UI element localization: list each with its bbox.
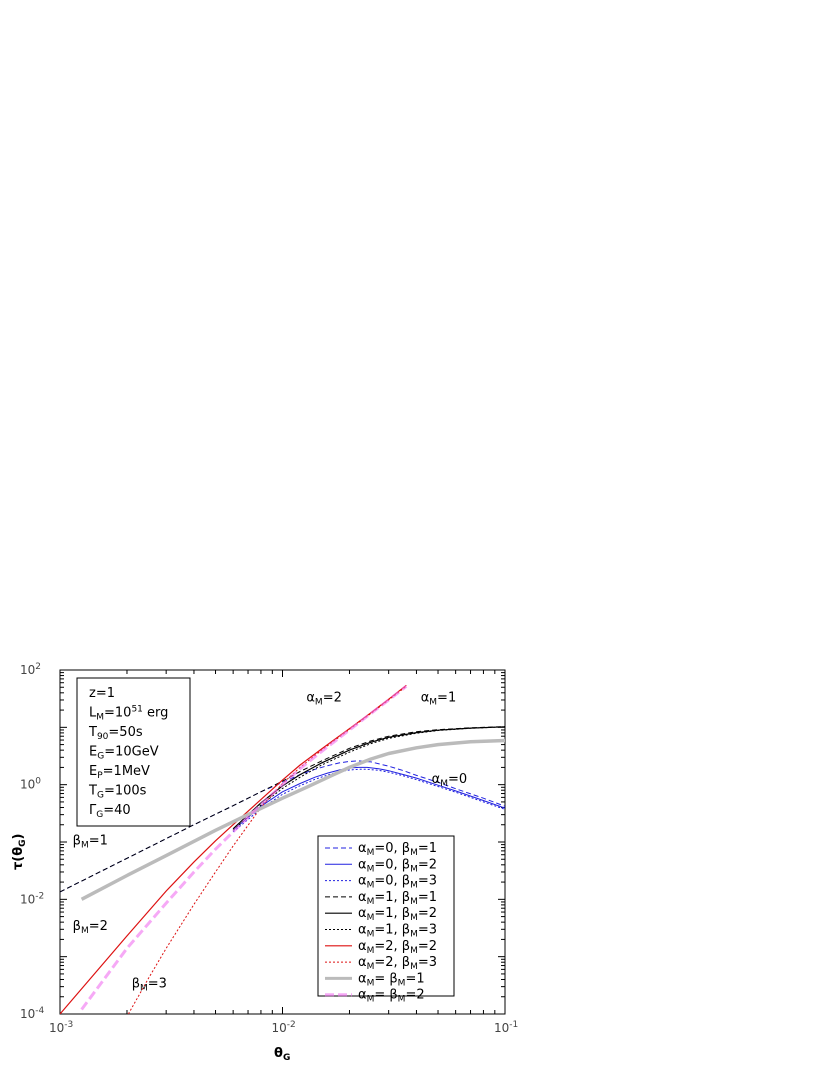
legend-label: αM​= βM​=1: [358, 971, 425, 988]
series-line-2: [232, 766, 505, 831]
series-line-1: [60, 760, 505, 893]
x-tick-label: 10-3​: [49, 1020, 73, 1035]
x-axis-title: θG​: [274, 1046, 290, 1063]
legend-label: αM​=1, βM​=2: [358, 906, 437, 923]
x-tick-label: 10-1​: [494, 1020, 518, 1035]
legend-label: αM​=2, βM​=3: [358, 955, 437, 972]
info-line: EG​=10GeV: [89, 745, 159, 762]
info-line: T90​=50s: [88, 725, 143, 742]
legend-label: αM​=0, βM​=2: [358, 857, 437, 874]
y-tick-label: 10-2​: [20, 891, 44, 906]
annotation-beta-m-2: βM​=2: [73, 919, 108, 936]
curve-annotations: αM​=2 αM​=1 αM​=0 βM​=1 βM​=2 βM​=3: [73, 691, 467, 994]
info-line: TG​=100s: [88, 784, 147, 801]
info-line: EP​=1MeV: [89, 764, 150, 781]
legend-label: αM​= βM​=2: [358, 988, 425, 1005]
info-box-frame: [76, 677, 191, 827]
series-lines: [60, 684, 505, 1014]
info-line: ΓG​=40: [89, 803, 131, 820]
annotation-alpha-m-2: αM​=2: [306, 691, 342, 708]
info-line: LM​=1051​ erg: [89, 705, 168, 723]
series-line-4: [60, 726, 505, 893]
legend-frame: [317, 835, 455, 997]
tick-labels: 10-3​ 10-2​ 10-1​ 10-4​ 10-2​ 100​ 102​: [20, 662, 518, 1035]
annotation-alpha-m-1: αM​=1: [421, 691, 457, 708]
y-tick-label: 10-4​: [20, 1006, 45, 1021]
legend-label: αM​=2, βM​=2: [358, 939, 437, 956]
series-line-9: [80, 738, 505, 901]
info-line: z=1: [89, 686, 115, 701]
annotation-alpha-m-0: αM​=0: [432, 772, 468, 789]
series-line-5: [232, 726, 505, 830]
legend: αM​=0, βM​=1αM​=0, βM​=2αM​=0, βM​=3αM​=…: [317, 835, 455, 1005]
legend-label: αM​=1, βM​=3: [358, 923, 437, 940]
annotation-beta-m-3: βM​=3: [132, 976, 167, 993]
legend-label: αM​=0, βM​=3: [358, 874, 437, 891]
annotation-beta-m-1: βM​=1: [73, 834, 108, 851]
y-tick-label: 100​: [20, 777, 41, 792]
series-line-6: [232, 726, 505, 831]
legend-label: αM​=1, βM​=1: [358, 890, 437, 907]
axis-titles: θG​ τ(θG​): [11, 833, 290, 1063]
series-line-10: [80, 685, 408, 1011]
legend-label: αM​=0, βM​=1: [358, 841, 437, 858]
y-axis-title: τ(θG​): [11, 833, 28, 870]
info-box: z=1 LM​=1051​ erg T90​=50s EG​=10GeV EP​=1Me…: [76, 677, 191, 827]
plot-area: 10-3​10-2​10-1​10-4​10-2​100​102​ αM​=2α…: [11, 662, 518, 1063]
x-tick-label: 10-2​: [272, 1020, 296, 1035]
y-tick-label: 102​: [20, 662, 41, 677]
